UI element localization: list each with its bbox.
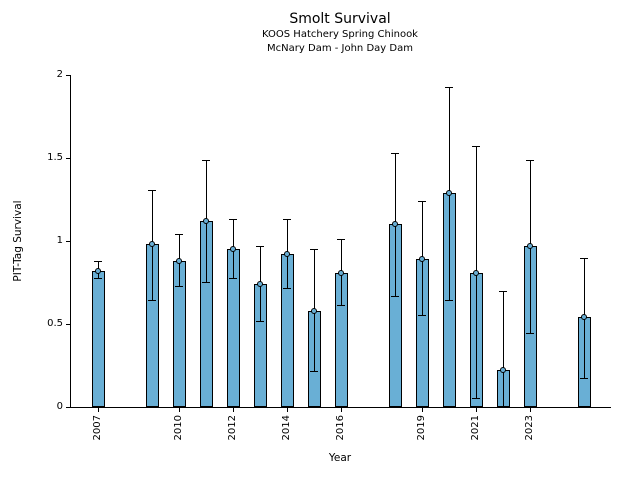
- x-tick-mark: [475, 408, 477, 412]
- marker-2015: [311, 307, 317, 314]
- marker-2019: [419, 256, 425, 263]
- x-tick-mark: [97, 408, 99, 412]
- x-tick-mark: [529, 408, 531, 412]
- error-cap-top-2020: [445, 86, 453, 88]
- error-cap-bottom-2011: [202, 281, 210, 283]
- error-cap-top-2010: [175, 234, 183, 236]
- error-cap-top-2011: [202, 159, 210, 161]
- x-tick-label: 2021: [470, 415, 481, 441]
- error-cap-bottom-2019: [418, 314, 426, 316]
- error-cap-top-2021: [472, 146, 480, 148]
- y-tick-mark: [66, 240, 70, 242]
- error-cap-bottom-2009: [148, 299, 156, 301]
- error-cap-top-2007: [94, 260, 102, 262]
- error-cap-bottom-2020: [445, 299, 453, 301]
- error-cap-top-2018: [391, 153, 399, 155]
- marker-2016: [338, 269, 344, 276]
- marker-2022: [500, 367, 506, 374]
- error-bar-2022: [502, 290, 504, 407]
- marker-2025: [581, 314, 587, 321]
- y-tick-mark: [66, 157, 70, 159]
- x-tick-mark: [340, 408, 342, 412]
- marker-2014: [284, 251, 290, 258]
- error-cap-top-2025: [580, 257, 588, 259]
- error-cap-bottom-2025: [580, 377, 588, 379]
- x-tick-mark: [178, 408, 180, 412]
- y-tick-label: 1: [56, 235, 63, 246]
- error-cap-top-2022: [499, 290, 507, 292]
- chart-subtitle-line2: McNary Dam - John Day Dam: [267, 43, 413, 54]
- y-tick-mark: [66, 74, 70, 76]
- error-cap-bottom-2021: [472, 397, 480, 399]
- marker-2013: [257, 281, 263, 288]
- x-tick-label: 2019: [416, 415, 427, 441]
- chart-header: Smolt Survival KOOS Hatchery Spring Chin…: [70, 10, 610, 56]
- y-tick-label: 0: [56, 401, 63, 412]
- error-cap-bottom-2022: [499, 406, 507, 407]
- error-cap-top-2014: [283, 219, 291, 221]
- marker-2010: [176, 257, 182, 264]
- bar-2007: [91, 270, 105, 407]
- marker-2023: [527, 242, 533, 249]
- marker-2007: [95, 267, 101, 274]
- error-cap-bottom-2013: [256, 321, 264, 323]
- chart-subtitle-line1: KOOS Hatchery Spring Chinook: [262, 29, 418, 40]
- x-tick-label: 2023: [524, 415, 535, 441]
- error-cap-bottom-2012: [229, 278, 237, 280]
- error-cap-bottom-2014: [283, 288, 291, 290]
- error-cap-top-2016: [337, 239, 345, 241]
- plot-area: 0 0.5 1 1.5 2 2007 2010 2012 2014 2016 2019 2021 202…: [47, 69, 611, 440]
- error-cap-bottom-2018: [391, 296, 399, 298]
- x-tick-label: 2016: [335, 415, 346, 441]
- chart-title: Smolt Survival: [289, 11, 391, 27]
- error-cap-top-2013: [256, 245, 264, 247]
- x-axis-label: Year: [328, 452, 352, 464]
- error-cap-bottom-2016: [337, 304, 345, 306]
- error-cap-bottom-2010: [175, 286, 183, 288]
- y-tick-mark: [66, 406, 70, 408]
- y-axis-label: PIT-Tag Survival: [12, 200, 24, 282]
- x-tick-label: 2010: [173, 415, 184, 441]
- error-cap-top-2012: [229, 219, 237, 221]
- marker-2018: [392, 221, 398, 228]
- marker-2011: [203, 218, 209, 225]
- x-tick-label: 2007: [92, 415, 103, 441]
- marker-2012: [230, 246, 236, 253]
- error-cap-top-2019: [418, 201, 426, 203]
- marker-2009: [149, 241, 155, 248]
- x-tick-label: 2012: [227, 415, 238, 441]
- y-tick-label: 1.5: [47, 152, 63, 163]
- error-cap-top-2009: [148, 189, 156, 191]
- error-cap-bottom-2023: [526, 332, 534, 334]
- error-cap-top-2015: [310, 249, 318, 251]
- y-tick-mark: [66, 323, 70, 325]
- error-cap-bottom-2015: [310, 371, 318, 373]
- marker-2020: [446, 189, 452, 196]
- x-tick-mark: [232, 408, 234, 412]
- marker-2021: [473, 269, 479, 276]
- x-tick-mark: [421, 408, 423, 412]
- x-tick-mark: [286, 408, 288, 412]
- error-cap-bottom-2007: [94, 278, 102, 280]
- y-tick-label: 2: [56, 69, 63, 80]
- y-tick-label: 0.5: [47, 318, 63, 329]
- x-tick-label: 2014: [281, 415, 292, 441]
- error-cap-top-2023: [526, 159, 534, 161]
